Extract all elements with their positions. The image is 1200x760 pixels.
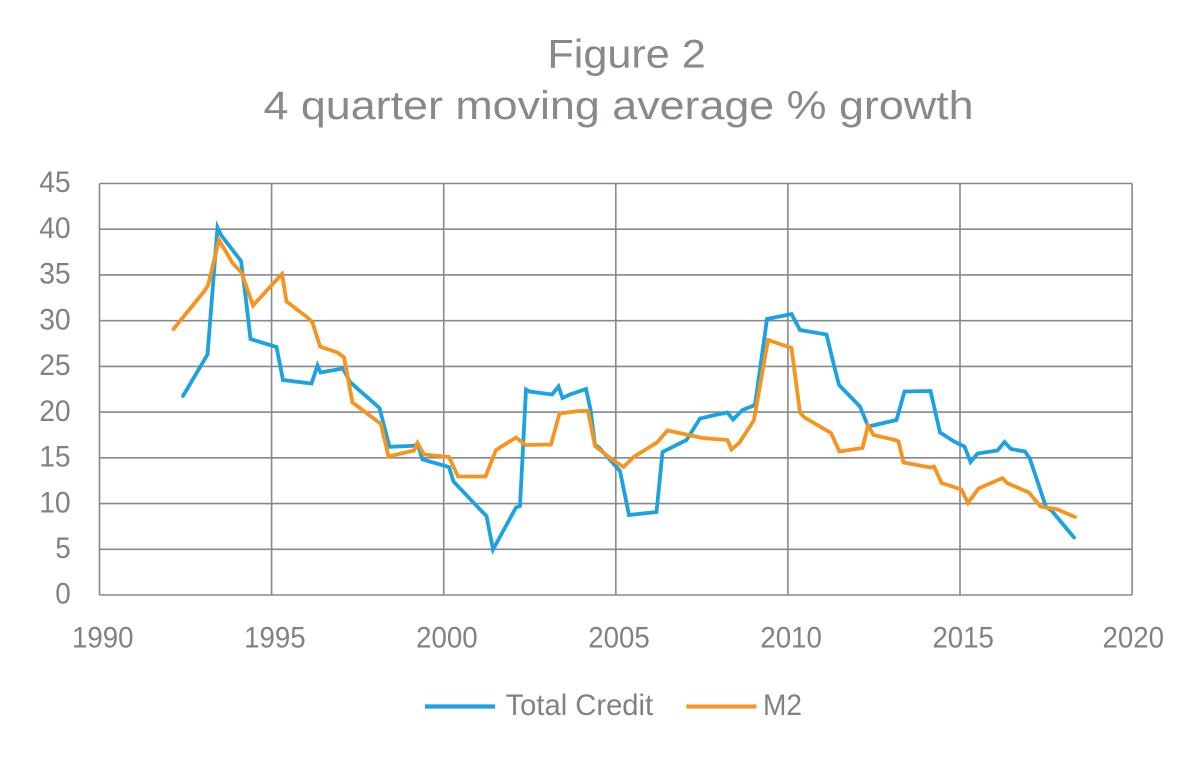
- svg-text:5: 5: [55, 532, 71, 565]
- svg-text:0: 0: [55, 578, 71, 611]
- svg-text:35: 35: [39, 258, 71, 291]
- svg-text:M2: M2: [763, 689, 802, 722]
- svg-text:30: 30: [39, 303, 71, 336]
- svg-text:4 quarter moving average % gro: 4 quarter moving average % growth: [264, 84, 974, 128]
- svg-text:45: 45: [39, 166, 71, 199]
- svg-text:2015: 2015: [932, 621, 994, 654]
- svg-text:Total Credit: Total Credit: [506, 689, 654, 722]
- svg-text:20: 20: [39, 395, 71, 428]
- svg-text:2000: 2000: [416, 621, 478, 654]
- svg-text:1995: 1995: [244, 621, 306, 654]
- svg-text:2005: 2005: [588, 621, 650, 654]
- svg-text:25: 25: [39, 349, 71, 382]
- svg-text:Figure 2: Figure 2: [547, 33, 706, 77]
- svg-text:40: 40: [39, 212, 71, 245]
- svg-text:2020: 2020: [1103, 621, 1165, 654]
- svg-text:1990: 1990: [72, 621, 134, 654]
- svg-text:2010: 2010: [760, 621, 822, 654]
- svg-text:10: 10: [39, 486, 71, 519]
- svg-text:15: 15: [39, 441, 71, 474]
